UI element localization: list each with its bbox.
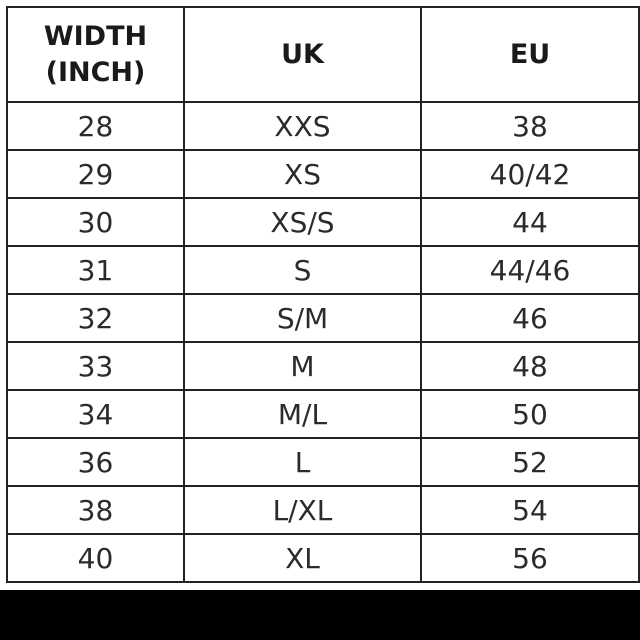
table-cell: 52 (420, 437, 640, 487)
table-cell: XXS (183, 101, 422, 151)
header-cell: EU (420, 6, 640, 103)
header-cell: WIDTH (INCH) (6, 6, 185, 103)
table-cell: XL (183, 533, 422, 583)
table-cell: 38 (420, 101, 640, 151)
table-cell: S/M (183, 293, 422, 343)
table-row: 28 XXS 38 (6, 101, 640, 151)
table-cell: 36 (6, 437, 185, 487)
table-cell: 46 (420, 293, 640, 343)
table-cell: S (183, 245, 422, 295)
table-row: 34 M/L 50 (6, 389, 640, 439)
table-cell: 40/42 (420, 149, 640, 199)
table-cell: 33 (6, 341, 185, 391)
bottom-band (0, 590, 640, 640)
table-cell: 31 (6, 245, 185, 295)
table-cell: 32 (6, 293, 185, 343)
table-row: 40 XL 56 (6, 533, 640, 583)
table-cell: 30 (6, 197, 185, 247)
table-cell: 48 (420, 341, 640, 391)
table-cell: 34 (6, 389, 185, 439)
table-cell: 40 (6, 533, 185, 583)
table-cell: 54 (420, 485, 640, 535)
table-cell: XS (183, 149, 422, 199)
table-row: 36 L 52 (6, 437, 640, 487)
table-cell: 56 (420, 533, 640, 583)
table-cell: L/XL (183, 485, 422, 535)
table-cell: L (183, 437, 422, 487)
table-cell: 50 (420, 389, 640, 439)
table-row: 29 XS 40/42 (6, 149, 640, 199)
table-cell: M (183, 341, 422, 391)
size-table: WIDTH (INCH) UK EU 28 XXS 38 29 XS 40/42 30 XS/S 4… (6, 6, 640, 583)
table-row: 38 L/XL 54 (6, 485, 640, 535)
table-cell: 28 (6, 101, 185, 151)
table-cell: 44 (420, 197, 640, 247)
table-row: 32 S/M 46 (6, 293, 640, 343)
header-cell: UK (183, 6, 422, 103)
table-cell: M/L (183, 389, 422, 439)
header-row: WIDTH (INCH) UK EU (6, 6, 640, 103)
table-row: 30 XS/S 44 (6, 197, 640, 247)
table-cell: 38 (6, 485, 185, 535)
table-cell: XS/S (183, 197, 422, 247)
table-cell: 44/46 (420, 245, 640, 295)
table-cell: 29 (6, 149, 185, 199)
table-row: 31 S 44/46 (6, 245, 640, 295)
table-row: 33 M 48 (6, 341, 640, 391)
size-table-container: WIDTH (INCH) UK EU 28 XXS 38 29 XS 40/42 30 XS/S 4… (6, 6, 640, 583)
